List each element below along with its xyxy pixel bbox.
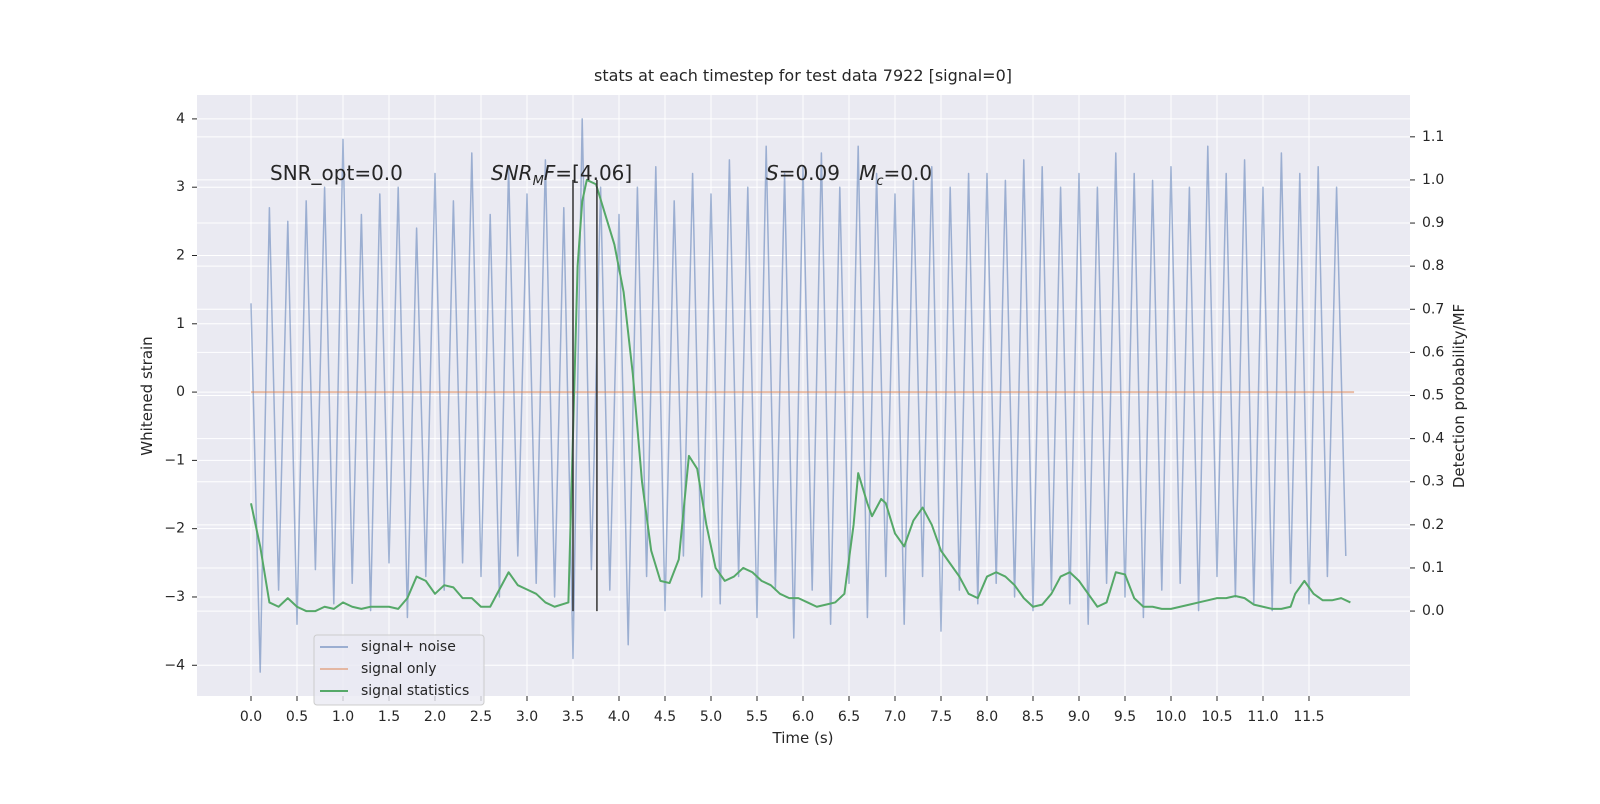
x-tick-label: 7.0	[884, 709, 906, 725]
annotation-subscript: c	[876, 174, 883, 189]
annotation-text: SNR_opt=0.0	[270, 161, 403, 185]
x-tick-label: 9.0	[1068, 709, 1090, 725]
annotation-text: =[4.06]	[555, 161, 632, 185]
x-axis-label: Time (s)	[772, 729, 834, 747]
annotation: S=0.09 Mc=0.0	[766, 161, 932, 189]
y2-tick-label: 0.0	[1422, 603, 1444, 619]
x-tick-label: 1.5	[378, 709, 400, 725]
annotation-text: F	[544, 161, 556, 185]
y-tick-label: 3	[176, 179, 185, 195]
annotation: SNR_opt=0.0	[270, 161, 403, 185]
y-tick-label: −4	[164, 657, 185, 673]
x-tick-label: 7.5	[930, 709, 952, 725]
chart-title: stats at each timestep for test data 792…	[594, 66, 1012, 85]
y-tick-label: 2	[176, 247, 185, 263]
overlay: 0.0 0.5 1.0 1.5 2.0 2.5 3.0 3.5 4.0 4.5 5.0 5.5 6.0 6…	[164, 111, 1444, 725]
legend-label: signal+ noise	[361, 639, 456, 655]
y2-tick-label: 0.3	[1422, 474, 1444, 490]
x-tick-label: 8.5	[1022, 709, 1044, 725]
plot-area	[250, 118, 1355, 673]
y2-tick-label: 0.4	[1422, 431, 1444, 447]
y2-tick-label: 0.5	[1422, 388, 1444, 404]
y2-tick-label: 0.8	[1422, 258, 1444, 274]
y2-tick-label: 0.2	[1422, 517, 1444, 533]
x-tick-label: 4.5	[654, 709, 676, 725]
annotation-text: SNR	[491, 161, 533, 185]
x-tick-label: 2.5	[470, 709, 492, 725]
annotation: SNRMF=[4.06]	[491, 161, 632, 189]
series-line	[250, 118, 1347, 673]
legend-label: signal statistics	[361, 683, 469, 699]
legend-box	[313, 634, 485, 706]
y2-tick-label: 1.1	[1422, 129, 1444, 145]
y2-tick-label: 0.9	[1422, 215, 1444, 231]
y-tick-label: −2	[164, 521, 185, 537]
annotation-text: S	[766, 161, 779, 185]
x-tick-label: 5.0	[700, 709, 722, 725]
x-tick-label: 0.0	[240, 709, 262, 725]
y-tick-label: −3	[164, 589, 185, 605]
y2-tick-label: 0.7	[1422, 301, 1444, 317]
y-tick-label: −1	[164, 452, 185, 468]
x-tick-label: 9.5	[1114, 709, 1136, 725]
annotation-text: =0.0	[884, 161, 933, 185]
annotation-subscript: M	[533, 174, 544, 189]
x-tick-label: 5.5	[746, 709, 768, 725]
y2-tick-label: 0.1	[1422, 560, 1444, 576]
y2-tick-label: 0.6	[1422, 344, 1444, 360]
legend-label: signal only	[361, 661, 436, 677]
y2-tick-label: 1.0	[1422, 172, 1444, 188]
x-tick-label: 1.0	[332, 709, 354, 725]
x-tick-label: 3.5	[562, 709, 584, 725]
annotation-text: M	[859, 161, 876, 185]
y-tick-label: 1	[176, 316, 185, 332]
annotation-text: =0.09	[779, 161, 859, 185]
y-tick-label: 0	[176, 384, 185, 400]
x-tick-label: 6.5	[838, 709, 860, 725]
x-tick-label: 0.5	[286, 709, 308, 725]
legend: signal+ noise signal only signal statistic…	[313, 634, 485, 706]
series-line	[250, 178, 1351, 613]
x-tick-label: 11.5	[1293, 709, 1324, 725]
x-tick-label: 4.0	[608, 709, 630, 725]
x-tick-label: 3.0	[516, 709, 538, 725]
y-axis-label: Whitened strain	[138, 336, 156, 455]
y2-axis-label: Detection probability/MF	[1450, 304, 1468, 488]
x-tick-label: 10.0	[1155, 709, 1186, 725]
y-tick-label: 4	[176, 111, 185, 127]
x-tick-label: 8.0	[976, 709, 998, 725]
x-tick-label: 2.0	[424, 709, 446, 725]
x-tick-label: 11.0	[1247, 709, 1278, 725]
x-tick-label: 10.5	[1201, 709, 1232, 725]
x-tick-label: 6.0	[792, 709, 814, 725]
